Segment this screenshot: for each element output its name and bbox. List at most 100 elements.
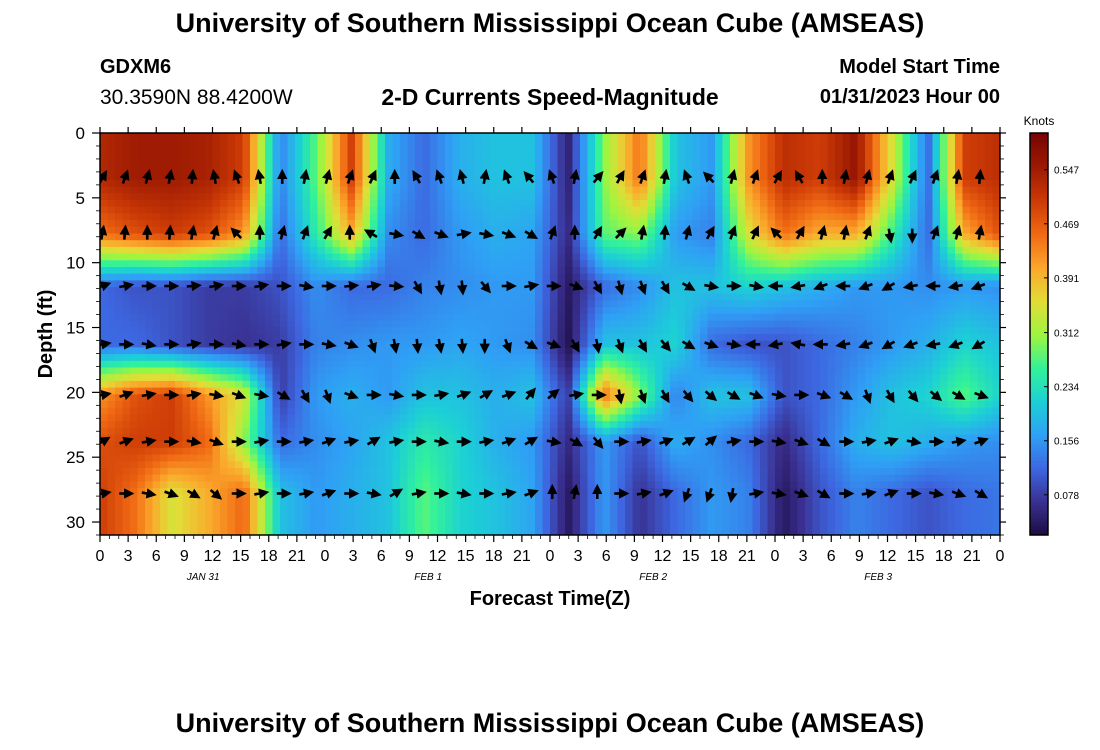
- heatmap-cell: [122, 186, 131, 194]
- heatmap-cell: [655, 153, 664, 161]
- heatmap-cell: [422, 253, 431, 261]
- heatmap-cell: [587, 139, 596, 147]
- heatmap-cell: [565, 334, 574, 342]
- heatmap-cell: [265, 246, 274, 255]
- heatmap-cell: [655, 514, 664, 523]
- heatmap-cell: [197, 447, 206, 456]
- heatmap-cell: [527, 514, 536, 523]
- heatmap-cell: [557, 200, 566, 208]
- heatmap-cell: [280, 508, 289, 516]
- heatmap-cell: [197, 407, 206, 415]
- heatmap-cell: [347, 220, 356, 228]
- heatmap-cell: [152, 166, 161, 174]
- heatmap-cell: [415, 508, 424, 516]
- heatmap-cell: [227, 327, 236, 335]
- heatmap-cell: [272, 133, 281, 141]
- heatmap-cell: [670, 293, 679, 302]
- heatmap-cell: [430, 226, 439, 235]
- heatmap-cell: [580, 173, 589, 181]
- heatmap-cell: [227, 307, 236, 315]
- heatmap-cell: [272, 414, 281, 422]
- heatmap-cell: [152, 468, 161, 476]
- heatmap-cell: [557, 454, 566, 462]
- heatmap-cell: [482, 240, 491, 248]
- heatmap-cell: [220, 179, 229, 188]
- heatmap-cell: [250, 414, 259, 422]
- heatmap-cell: [677, 153, 686, 161]
- heatmap-cell: [347, 273, 356, 281]
- heatmap-cell: [565, 488, 574, 496]
- heatmap-cell: [610, 139, 619, 147]
- heatmap-cell: [565, 320, 574, 328]
- heatmap-cell: [257, 139, 266, 147]
- heatmap-cell: [310, 447, 319, 456]
- heatmap-cell: [647, 173, 656, 181]
- heatmap-cell: [558, 535, 566, 542]
- heatmap-cell: [115, 461, 124, 469]
- heatmap-cell: [527, 407, 536, 415]
- heatmap-cell: [220, 387, 229, 395]
- heatmap-cell: [400, 246, 409, 255]
- heatmap-cell: [617, 380, 626, 389]
- heatmap-cell: [542, 481, 551, 489]
- heatmap-cell: [280, 360, 289, 369]
- heatmap-cell: [295, 320, 304, 328]
- heatmap-cell: [100, 300, 109, 308]
- heatmap-cell: [392, 166, 401, 174]
- heatmap-cell: [205, 387, 214, 395]
- heatmap-cell: [625, 246, 634, 255]
- heatmap-cell: [250, 287, 259, 295]
- heatmap-cell: [482, 159, 491, 168]
- heatmap-cell: [467, 260, 476, 268]
- heatmap-cell: [340, 220, 349, 228]
- heatmap-cell: [692, 401, 701, 409]
- heatmap-cell: [437, 380, 446, 389]
- heatmap-cell: [107, 488, 116, 496]
- heatmap-cell: [287, 367, 296, 375]
- heatmap-cell: [490, 320, 499, 328]
- heatmap-cell: [565, 387, 574, 395]
- heatmap-cell: [235, 521, 244, 529]
- heatmap-cell: [197, 253, 206, 261]
- heatmap-cell: [437, 213, 446, 221]
- heatmap-cell: [460, 407, 469, 415]
- heatmap-cell: [467, 481, 476, 489]
- heatmap-cell: [468, 535, 476, 542]
- heatmap-cell: [325, 421, 334, 429]
- heatmap-cell: [355, 153, 364, 161]
- heatmap-cell: [490, 293, 499, 302]
- heatmap-cell: [392, 521, 401, 529]
- heatmap-cell: [220, 327, 229, 335]
- heatmap-cell: [272, 226, 281, 235]
- heatmap-cell: [310, 159, 319, 168]
- heatmap-cell: [437, 133, 446, 141]
- heatmap-cell: [632, 461, 641, 469]
- heatmap-cell: [497, 508, 506, 516]
- heatmap-cell: [205, 441, 214, 449]
- heatmap-cell: [655, 139, 664, 147]
- heatmap-cell: [677, 179, 686, 188]
- heatmap-cell: [197, 206, 206, 214]
- heatmap-cell: [707, 360, 716, 369]
- heatmap-cell: [250, 139, 259, 147]
- heatmap-cell: [250, 494, 259, 503]
- heatmap-cell: [640, 367, 649, 375]
- heatmap-cell: [602, 186, 611, 194]
- heatmap-cell: [265, 267, 274, 275]
- heatmap-cell: [475, 260, 484, 268]
- heatmap-cell: [197, 240, 206, 248]
- heatmap-cell: [227, 488, 236, 496]
- heatmap-cell: [482, 186, 491, 194]
- heatmap-cell: [400, 474, 409, 482]
- heatmap-cell: [422, 454, 431, 462]
- heatmap-cell: [625, 461, 634, 469]
- heatmap-cell: [632, 481, 641, 489]
- heatmap-cell: [685, 159, 694, 168]
- heatmap-cell: [160, 159, 169, 168]
- heatmap-cell: [227, 414, 236, 422]
- heatmap-cell: [332, 200, 341, 208]
- heatmap-cell: [505, 508, 514, 516]
- heatmap-cell: [557, 367, 566, 375]
- heatmap-cell: [317, 508, 326, 516]
- heatmap-cell: [655, 186, 664, 194]
